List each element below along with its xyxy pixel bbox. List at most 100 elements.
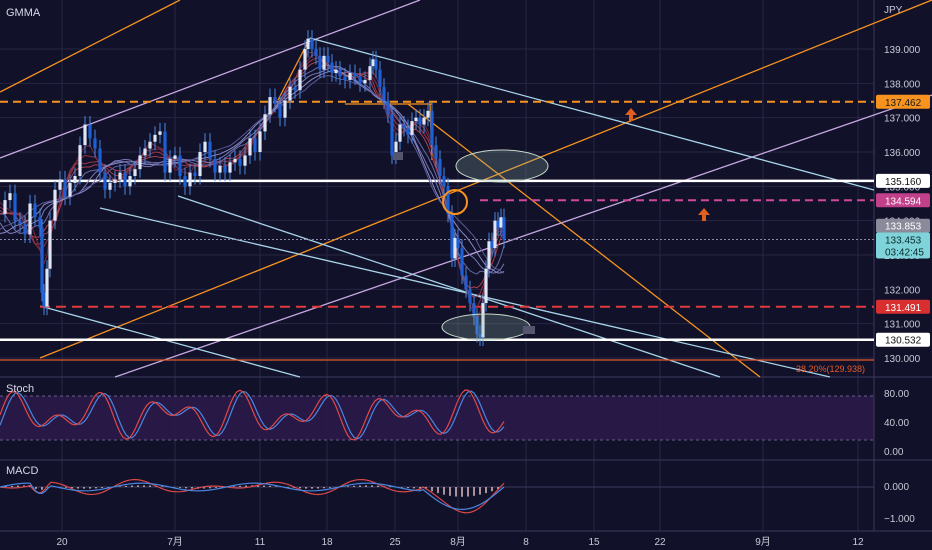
highlight-ellipse bbox=[441, 313, 531, 341]
time-axis-label: 11 bbox=[255, 537, 266, 548]
price-axis-label: 132.000 bbox=[884, 285, 921, 296]
candle-body bbox=[238, 158, 242, 166]
fib-annotation: 38.20%(129.938) bbox=[796, 364, 865, 374]
candle-body bbox=[178, 155, 182, 177]
candle-body bbox=[353, 73, 357, 77]
candle-body bbox=[233, 158, 237, 163]
candle-body bbox=[406, 127, 410, 135]
price-tag: 130.532 bbox=[885, 336, 922, 347]
candle-body bbox=[103, 172, 107, 190]
candle-body bbox=[213, 158, 217, 173]
time-axis-labels: 20 7月 11 18 25 8月 8 15 22 9月 12 bbox=[56, 536, 864, 548]
candle-body bbox=[223, 165, 227, 173]
candle-body bbox=[58, 179, 62, 190]
candle-body bbox=[438, 158, 442, 177]
annotations bbox=[393, 108, 710, 341]
candle-body bbox=[188, 172, 192, 187]
candle-body bbox=[418, 117, 422, 125]
candle-body bbox=[248, 138, 252, 156]
stoch-lines bbox=[0, 389, 874, 441]
candle-body bbox=[343, 76, 347, 80]
candle-body bbox=[288, 86, 292, 101]
candle-body bbox=[208, 141, 212, 159]
gmma-long-ribbon bbox=[0, 69, 505, 274]
price-tag-bg bbox=[876, 332, 930, 347]
time-axis-label: 12 bbox=[852, 537, 864, 548]
candle-body bbox=[487, 241, 491, 269]
candle-body bbox=[263, 114, 267, 132]
candle-body bbox=[13, 193, 17, 221]
candle-body bbox=[326, 55, 330, 63]
candle-body bbox=[168, 158, 172, 173]
candle-body bbox=[368, 66, 372, 80]
candle-body bbox=[318, 55, 322, 70]
candle-body bbox=[303, 49, 307, 70]
trendline bbox=[114, 94, 932, 378]
highlight-circle bbox=[442, 189, 468, 215]
candle-body bbox=[133, 169, 137, 177]
candle-body bbox=[148, 141, 152, 149]
price-tag-bg bbox=[876, 94, 930, 109]
candle-body bbox=[153, 134, 157, 142]
candle-body bbox=[310, 38, 314, 49]
macd-axis-label: −1.000 bbox=[884, 514, 915, 525]
candle-body bbox=[253, 138, 257, 152]
price-tag: 137.462 bbox=[885, 98, 922, 109]
time-axis-label: 20 bbox=[56, 537, 68, 548]
macd-pane-title[interactable]: MACD bbox=[6, 465, 39, 477]
gmma-long-ribbon bbox=[0, 75, 505, 274]
time-axis-label: 8月 bbox=[450, 536, 466, 548]
horizontal-levels bbox=[0, 100, 874, 361]
price-tags: 137.462 135.160 134.594 133.853 131.491 130.5… bbox=[876, 94, 930, 347]
trendline bbox=[177, 195, 721, 378]
candle-body bbox=[243, 155, 247, 166]
stoch-axis-label: 80.00 bbox=[884, 389, 909, 400]
candle-body bbox=[118, 172, 122, 180]
candle-body bbox=[183, 176, 187, 187]
trendline bbox=[309, 37, 875, 191]
candle-body bbox=[502, 217, 506, 240]
gmma-long-ribbon bbox=[0, 64, 505, 275]
candle-body bbox=[414, 117, 418, 122]
trendline bbox=[407, 103, 761, 378]
candle-body bbox=[88, 124, 92, 139]
macd-line bbox=[0, 482, 505, 511]
candle-body bbox=[472, 303, 476, 317]
candle-body bbox=[456, 237, 460, 249]
candle-body bbox=[293, 86, 297, 91]
main-pane-title[interactable]: GMMA bbox=[6, 7, 41, 19]
price-axis-label: 136.000 bbox=[884, 148, 921, 159]
candle-body bbox=[3, 200, 7, 214]
price-tag-bg bbox=[876, 173, 930, 188]
candle-body bbox=[390, 114, 394, 156]
time-axis-label: 15 bbox=[588, 537, 600, 548]
candle-body bbox=[442, 176, 446, 187]
candle-body bbox=[481, 303, 485, 338]
candle-body bbox=[430, 110, 434, 146]
candle-body bbox=[378, 69, 382, 87]
price-tag: 135.160 bbox=[885, 177, 922, 188]
candle-body bbox=[163, 131, 167, 173]
candle-body bbox=[475, 316, 479, 334]
candle-body bbox=[306, 38, 310, 49]
candle-body bbox=[499, 217, 503, 228]
time-axis-label: 25 bbox=[389, 537, 401, 548]
candle-body bbox=[68, 182, 72, 197]
macd-signal-line bbox=[0, 478, 505, 514]
gmma-ribbons bbox=[0, 51, 505, 320]
trendline bbox=[0, 0, 421, 159]
candle-body bbox=[40, 227, 44, 293]
candle-body bbox=[108, 182, 112, 190]
price-axis-label: 137.000 bbox=[884, 114, 921, 125]
price-tag: 134.594 bbox=[885, 196, 922, 207]
stoch-pane-title[interactable]: Stoch bbox=[6, 383, 35, 395]
candle-body bbox=[348, 73, 352, 80]
price-tag-bg bbox=[876, 193, 930, 208]
candle-body bbox=[382, 86, 386, 101]
current-price-tag-bg bbox=[876, 232, 930, 259]
time-axis-label: 22 bbox=[654, 537, 666, 548]
gmma-long-ribbon bbox=[0, 65, 505, 274]
candle-body bbox=[258, 131, 262, 152]
